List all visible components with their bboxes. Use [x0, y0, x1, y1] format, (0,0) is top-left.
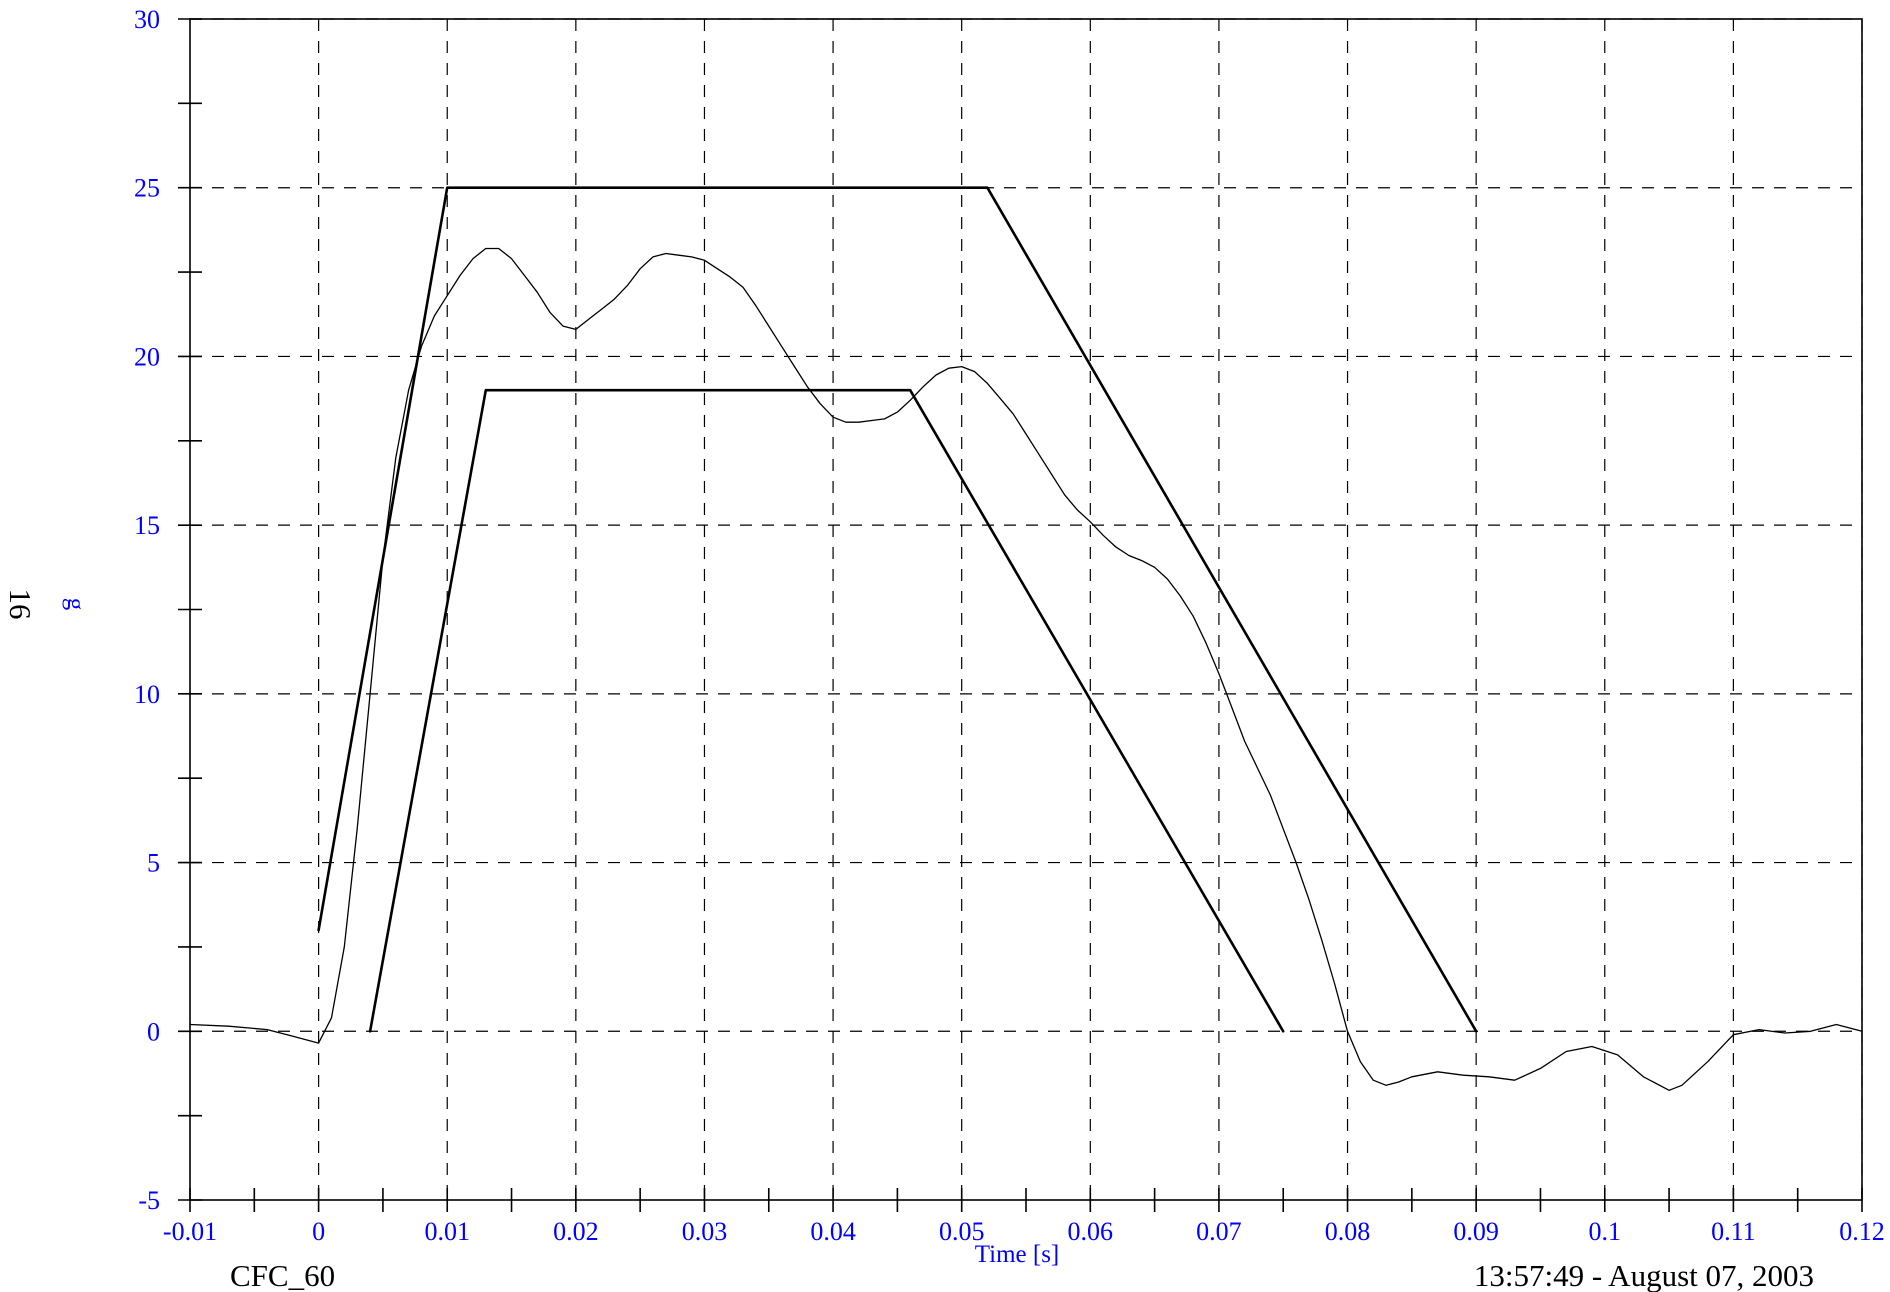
plot-frame [189, 18, 1863, 1201]
x-tick-label: 0.01 [424, 1217, 470, 1246]
y-tick-label: -5 [138, 1186, 160, 1215]
footer-right-label: 13:57:49 - August 07, 2003 [1474, 1258, 1814, 1292]
x-tick-label: 0.1 [1589, 1217, 1622, 1246]
y-axis-title: g [62, 598, 89, 611]
measured-signal-line [189, 247, 1863, 1091]
y-axis-secondary-title: 16 [3, 589, 38, 620]
axes [178, 18, 1863, 1212]
x-tick-label: 0.09 [1453, 1217, 1499, 1246]
y-tick-label: 15 [134, 511, 160, 540]
x-tick-label: -0.01 [163, 1217, 217, 1246]
x-tick-label: 0.05 [939, 1217, 985, 1246]
x-tick-label: 0.08 [1325, 1217, 1371, 1246]
x-tick-label: 0.03 [682, 1217, 728, 1246]
grid-lines [190, 18, 1863, 1200]
corridor-line-1 [317, 186, 1478, 1033]
x-tick-label: 0 [312, 1217, 325, 1246]
x-tick-label: 0.06 [1068, 1217, 1114, 1246]
y-tick-label: 20 [134, 342, 160, 371]
tick-labels: -0.01 0 0.01 0.02 0.03 0.04 0.05 0.06 0.07 0.08 0.… [134, 5, 1885, 1246]
y-tick-label: 30 [134, 5, 160, 34]
y-tick-label: 0 [147, 1017, 160, 1046]
y-tick-label: 25 [134, 174, 160, 203]
x-tick-label: 0.07 [1196, 1217, 1242, 1246]
x-tick-label: 0.11 [1711, 1217, 1756, 1246]
series-lines [189, 186, 1863, 1091]
corridor-line-2 [368, 388, 1285, 1033]
x-axis-title: Time [s] [975, 1241, 1060, 1268]
x-tick-label: 0.02 [553, 1217, 599, 1246]
x-tick-label: 0.12 [1839, 1217, 1885, 1246]
y-tick-label: 10 [134, 680, 160, 709]
x-tick-label: 0.04 [810, 1217, 856, 1246]
y-tick-label: 5 [147, 849, 160, 878]
footer-left-label: CFC_60 [230, 1258, 335, 1292]
